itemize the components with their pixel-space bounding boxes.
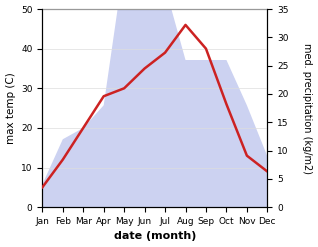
X-axis label: date (month): date (month) — [114, 231, 196, 242]
Y-axis label: max temp (C): max temp (C) — [5, 72, 16, 144]
Y-axis label: med. precipitation (kg/m2): med. precipitation (kg/m2) — [302, 43, 313, 174]
